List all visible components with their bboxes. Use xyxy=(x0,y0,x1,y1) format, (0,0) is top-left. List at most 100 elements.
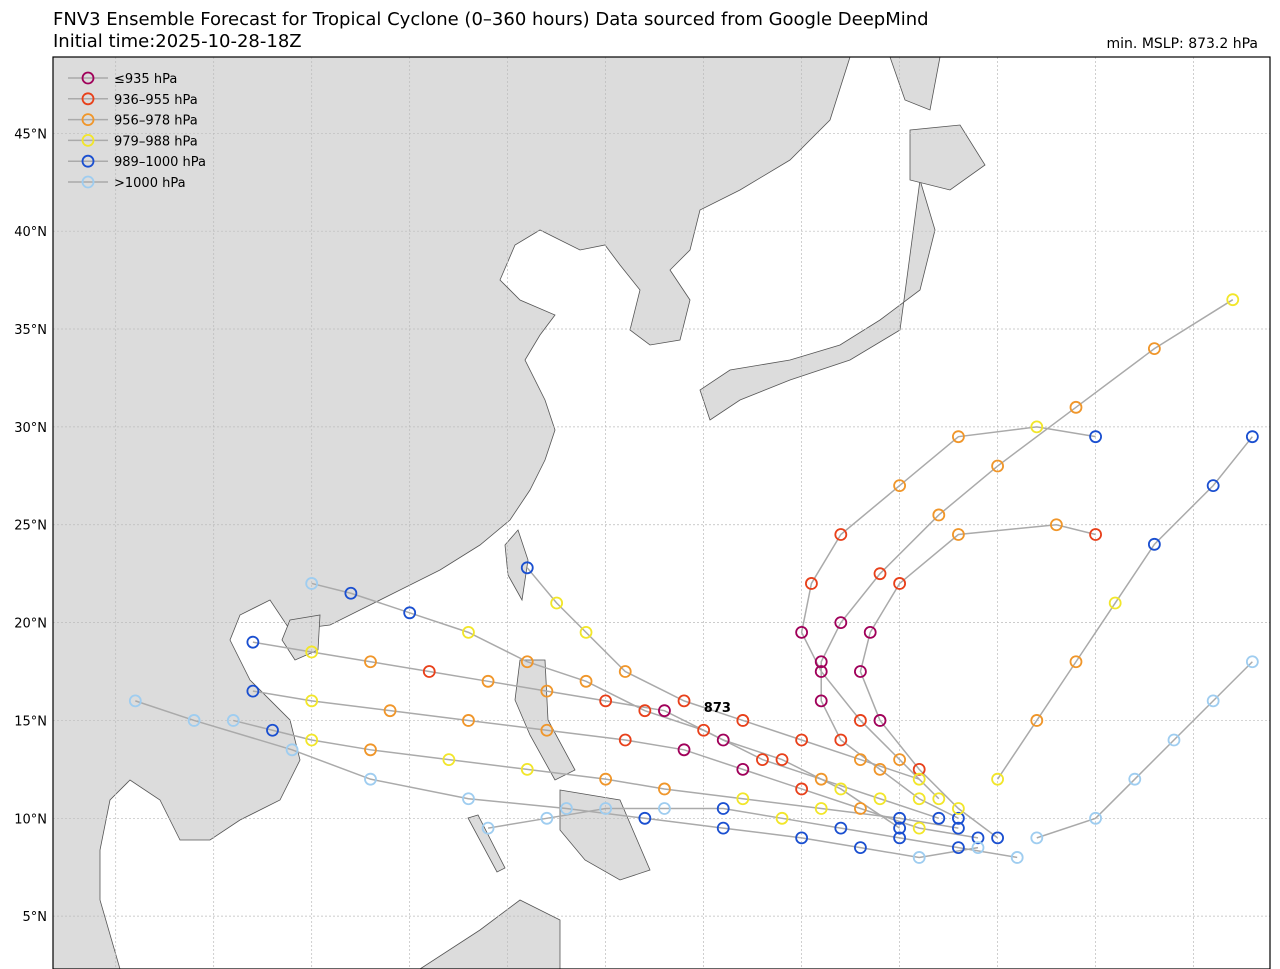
track-point xyxy=(1128,772,1142,786)
legend-marker xyxy=(81,154,95,168)
legend-marker xyxy=(81,175,95,189)
track-point xyxy=(893,479,907,493)
track-point xyxy=(805,577,818,590)
track-point xyxy=(618,733,632,747)
track-point xyxy=(638,811,652,825)
track-point xyxy=(952,821,965,835)
track-point xyxy=(560,802,573,815)
track-point xyxy=(716,733,730,747)
track-point xyxy=(834,821,848,835)
track-point xyxy=(814,694,828,708)
hokkaido xyxy=(909,124,986,191)
track-point xyxy=(599,772,613,786)
track-point xyxy=(520,762,534,776)
track-point xyxy=(481,674,495,688)
lat-tick-label: 45°N xyxy=(14,127,47,142)
track-point xyxy=(520,655,534,669)
track-point xyxy=(873,714,887,727)
track-point xyxy=(814,772,828,786)
track-point xyxy=(854,665,867,678)
honshu xyxy=(699,179,936,421)
track-point xyxy=(775,753,789,766)
track-point xyxy=(952,430,965,444)
lat-tick-label: 20°N xyxy=(14,617,47,632)
track-line xyxy=(996,436,1253,780)
track-point xyxy=(677,694,691,708)
track-point xyxy=(481,821,495,835)
track-point xyxy=(1089,811,1102,825)
track-point xyxy=(1069,655,1083,669)
track-point xyxy=(991,831,1004,845)
lat-tick-label: 15°N xyxy=(14,714,47,729)
track-point xyxy=(1206,694,1220,708)
track-point xyxy=(364,772,377,786)
track-point xyxy=(1206,479,1220,493)
track-point xyxy=(128,694,142,708)
track-point xyxy=(677,743,691,757)
track-point xyxy=(873,762,887,776)
track-point xyxy=(775,811,789,825)
track-point xyxy=(834,616,848,629)
legend: ≤935 hPa 936–955 hPa 956–978 hPa 979–988 hP… xyxy=(68,71,206,191)
track-point xyxy=(834,528,848,541)
legend-marker xyxy=(81,71,95,85)
legend-label: 989–1000 hPa xyxy=(114,155,206,170)
track-point xyxy=(540,811,554,825)
track-point xyxy=(814,655,828,669)
land xyxy=(52,56,1270,969)
track-point xyxy=(1245,430,1259,444)
track-point xyxy=(1089,528,1102,541)
track-point xyxy=(638,704,652,718)
track-point xyxy=(834,782,848,796)
lat-tick-label: 25°N xyxy=(14,519,47,534)
track-point xyxy=(795,782,809,796)
track-point xyxy=(893,577,907,590)
track-point xyxy=(246,684,260,698)
luzon xyxy=(514,659,576,781)
frame xyxy=(52,56,1271,969)
track-point xyxy=(814,802,828,815)
track-point xyxy=(952,802,965,815)
track-line xyxy=(487,807,1018,859)
track-point xyxy=(991,459,1004,473)
track-point xyxy=(716,802,730,815)
track-point xyxy=(618,665,632,678)
track-point xyxy=(403,606,417,620)
track-point xyxy=(736,714,750,727)
track-point xyxy=(1010,851,1024,864)
track-line xyxy=(859,523,1096,839)
track-point xyxy=(1108,596,1122,610)
track-point xyxy=(912,792,926,806)
track-point xyxy=(187,714,201,727)
track-point xyxy=(736,792,750,806)
grid: 5°N 10°N 15°N 20°N 25°N 30°N 35°N 40°N 45°N xyxy=(14,57,1270,969)
track-point xyxy=(795,733,809,747)
track-point xyxy=(383,704,397,718)
track-point xyxy=(305,733,319,747)
track-point xyxy=(971,841,985,855)
track-point xyxy=(1147,342,1161,356)
track-line xyxy=(252,641,901,829)
track-point xyxy=(658,782,671,796)
track-point xyxy=(579,625,593,639)
mainland xyxy=(52,56,851,969)
lat-tick-label: 5°N xyxy=(23,910,48,925)
track-point xyxy=(1167,733,1181,747)
track-point xyxy=(716,821,730,835)
track-point xyxy=(285,743,299,757)
track-line xyxy=(233,719,959,829)
min-annotation: 873 xyxy=(704,701,731,716)
legend-label: 936–955 hPa xyxy=(114,93,198,108)
track-point xyxy=(364,743,377,757)
track-point xyxy=(834,733,848,747)
track-point xyxy=(1147,537,1161,551)
track-point xyxy=(305,694,319,708)
title: FNV3 Ensemble Forecast for Tropical Cycl… xyxy=(53,9,929,30)
lat-tick-label: 10°N xyxy=(14,812,47,827)
track-point xyxy=(912,851,926,864)
track-line xyxy=(800,426,1096,800)
track-point xyxy=(893,831,907,845)
track-point xyxy=(854,802,867,815)
track-point xyxy=(266,723,279,737)
track-point xyxy=(854,714,867,727)
